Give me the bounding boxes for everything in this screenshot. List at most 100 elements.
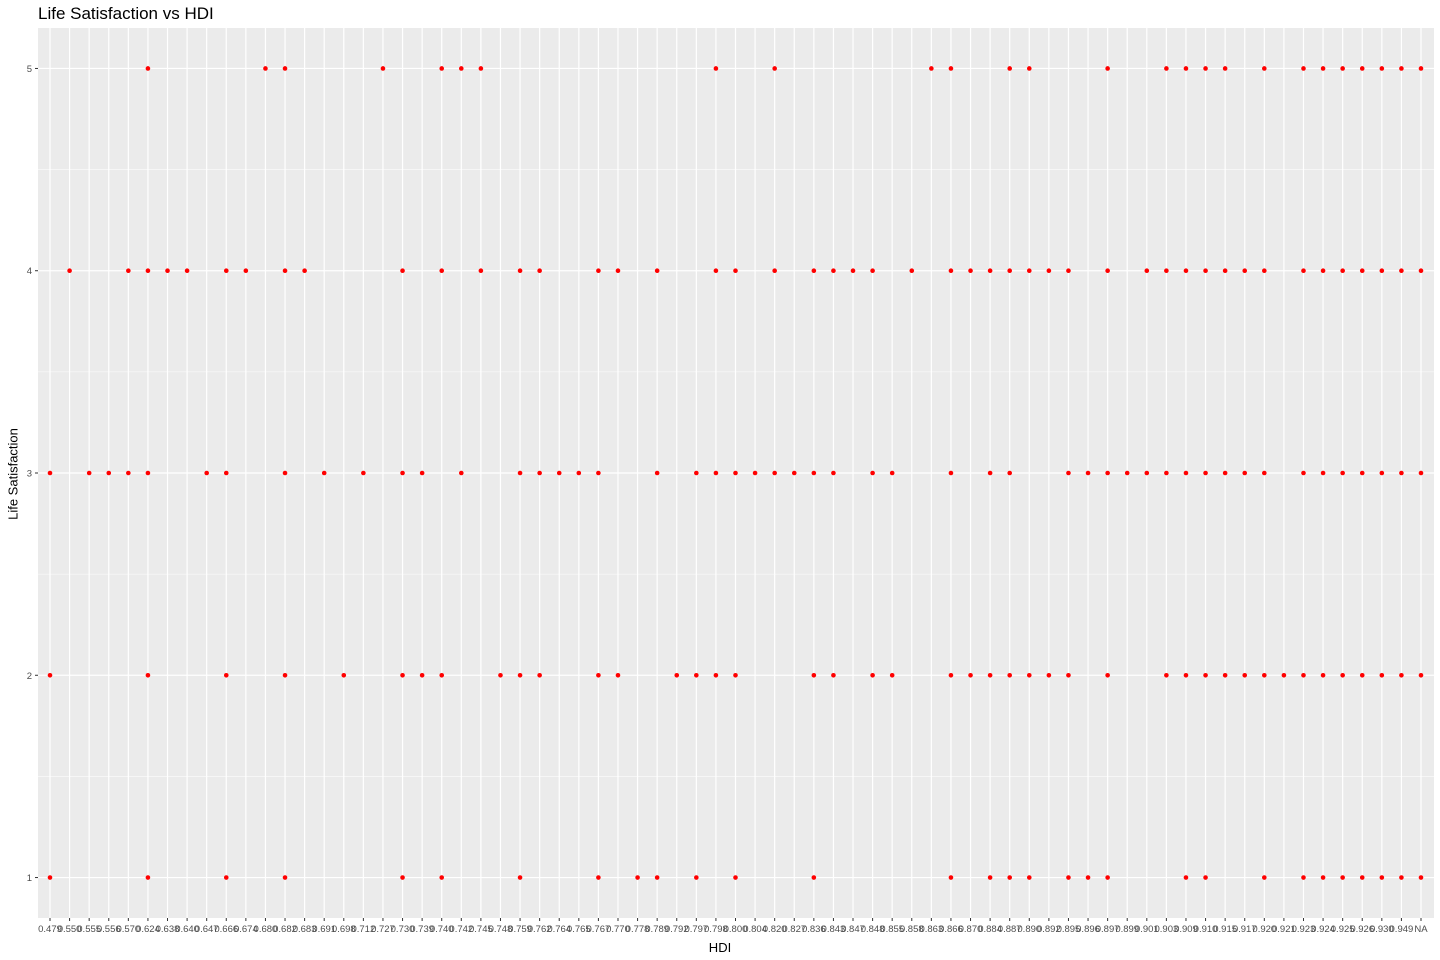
data-point (1320, 268, 1326, 274)
y-tick-label: 3 (27, 469, 32, 480)
data-point (145, 268, 151, 274)
data-point (596, 672, 601, 678)
x-tick-label: 0.897 (1096, 924, 1120, 935)
data-point (811, 875, 817, 880)
data-point (1340, 66, 1345, 71)
x-tick-label: 0.895 (1057, 924, 1081, 935)
x-tick-label: 0.666 (214, 924, 238, 935)
data-point (1026, 66, 1032, 71)
data-point (282, 66, 288, 71)
data-point (400, 875, 405, 880)
data-point (1399, 268, 1404, 274)
data-point (67, 268, 72, 274)
data-point (1301, 875, 1306, 880)
data-point (145, 875, 151, 880)
data-point (889, 470, 895, 476)
data-point (282, 470, 288, 476)
x-tick-label: 0.640 (175, 924, 199, 935)
data-point (400, 268, 405, 274)
data-points (47, 66, 1424, 880)
data-point (1418, 470, 1424, 476)
x-tick-label: 0.930 (1370, 924, 1394, 935)
data-point (282, 875, 288, 880)
data-point (1007, 66, 1012, 71)
data-point (1007, 268, 1012, 274)
data-point (1320, 470, 1326, 476)
x-tick-label: 0.925 (1331, 924, 1355, 935)
x-tick-label: 0.920 (1252, 924, 1276, 935)
chart-title: Life Satisfaction vs HDI (38, 4, 214, 23)
data-point (1301, 470, 1306, 476)
data-point (1340, 875, 1345, 880)
data-point (400, 470, 405, 476)
data-point (870, 470, 875, 476)
data-point (1340, 470, 1345, 476)
data-point (1262, 268, 1267, 274)
x-tick-label: 0.712 (351, 924, 375, 935)
data-point (1144, 470, 1150, 476)
data-point (1281, 672, 1287, 678)
data-point (987, 470, 993, 476)
data-point (223, 470, 229, 476)
data-point (47, 875, 53, 880)
data-point (1164, 672, 1169, 678)
data-point (439, 672, 445, 678)
data-point (1105, 672, 1110, 678)
data-point (1379, 672, 1385, 678)
data-point (772, 66, 777, 71)
x-tick-label: 0.767 (587, 924, 611, 935)
data-point (596, 268, 601, 274)
x-tick-label: 0.863 (919, 924, 943, 935)
x-tick-label: 0.949 (1390, 924, 1414, 935)
data-point (341, 672, 347, 678)
x-tick-label: 0.556 (97, 924, 121, 935)
data-point (1105, 66, 1110, 71)
data-point (752, 470, 758, 476)
x-tick-label: 0.915 (1213, 924, 1237, 935)
data-point (1359, 268, 1365, 274)
data-point (831, 268, 836, 274)
data-point (733, 875, 738, 880)
data-point (537, 268, 542, 274)
x-tick-label: 0.770 (606, 924, 630, 935)
data-point (772, 470, 777, 476)
data-point (537, 672, 542, 678)
data-point (1222, 672, 1228, 678)
data-point (596, 875, 601, 880)
data-point (86, 470, 92, 476)
data-point (145, 470, 151, 476)
data-point (713, 268, 719, 274)
y-tick-label: 5 (27, 64, 32, 75)
x-tick-label: 0.764 (547, 924, 571, 935)
data-point (1105, 875, 1110, 880)
data-point (1222, 268, 1228, 274)
data-point (165, 268, 170, 274)
data-point (478, 66, 484, 71)
data-point (1203, 672, 1208, 678)
data-point (1183, 268, 1189, 274)
data-point (126, 268, 131, 274)
data-point (517, 875, 523, 880)
data-point (654, 268, 660, 274)
x-tick-label: 0.890 (1017, 924, 1041, 935)
data-point (204, 470, 209, 476)
data-point (361, 470, 366, 476)
data-point (615, 268, 621, 274)
data-point (694, 875, 699, 880)
data-point (1340, 672, 1345, 678)
x-tick-label: 0.792 (665, 924, 689, 935)
data-point (47, 470, 53, 476)
data-point (47, 672, 53, 678)
data-point (635, 875, 640, 880)
data-point (811, 268, 817, 274)
data-point (1379, 66, 1385, 71)
data-point (1242, 672, 1248, 678)
data-point (576, 470, 582, 476)
data-point (811, 470, 817, 476)
x-tick-label: 0.555 (77, 924, 101, 935)
data-point (713, 470, 719, 476)
data-point (1222, 66, 1228, 71)
data-point (1183, 470, 1189, 476)
data-point (419, 672, 425, 678)
